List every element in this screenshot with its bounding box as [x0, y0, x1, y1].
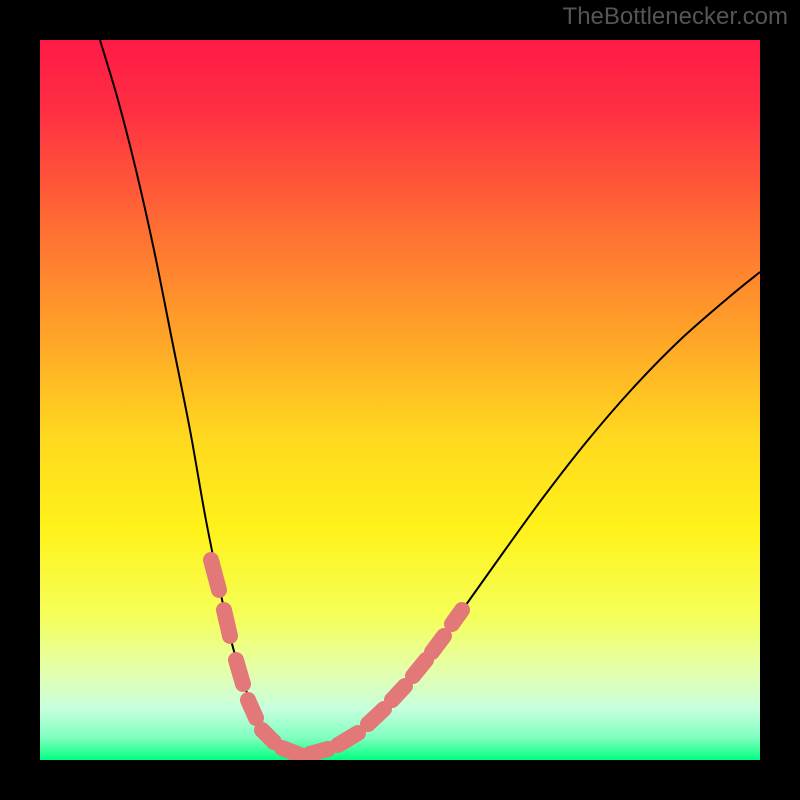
plot-svg [0, 0, 800, 800]
watermark-text: TheBottlenecker.com [563, 3, 788, 31]
dash-segment [248, 700, 256, 718]
plot-area [40, 40, 760, 760]
dash-segment [452, 610, 462, 624]
dash-segment [432, 636, 444, 652]
dash-segment [211, 560, 219, 590]
dash-segment [282, 748, 300, 755]
dash-segment [368, 709, 384, 724]
dash-segment [310, 749, 328, 754]
dash-segment [338, 733, 358, 745]
chart-container: TheBottlenecker.com [0, 0, 800, 800]
dash-segment [236, 660, 243, 684]
dash-segment [262, 730, 274, 742]
dash-segment [224, 610, 230, 636]
dash-segment [392, 686, 405, 700]
dash-segment [413, 660, 426, 676]
